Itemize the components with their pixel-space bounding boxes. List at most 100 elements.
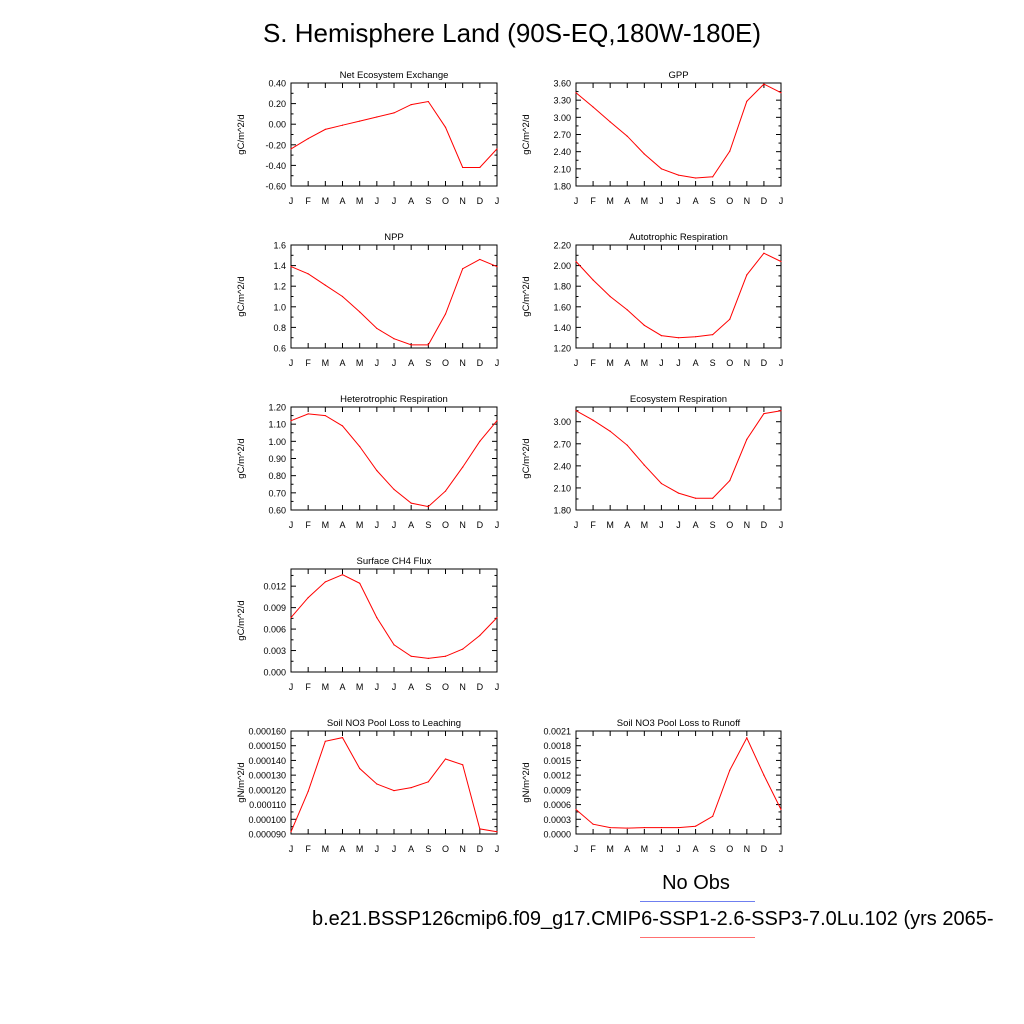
x-tick-label: J [779,520,784,530]
data-point [410,104,412,106]
data-point [444,655,447,657]
data-point [592,279,594,281]
data-point [729,479,731,482]
data-point [626,135,628,137]
x-tick-label: M [606,358,614,368]
data-point [643,464,645,466]
panel-title: GPP [668,70,688,81]
y-tick-label: 0.006 [263,625,286,635]
x-tick-label: N [459,196,466,206]
y-tick-label: 1.0 [273,302,286,312]
y-tick-label: -0.40 [265,161,286,171]
x-tick-label: A [693,196,699,206]
data-point [290,148,292,150]
x-tick-label: J [495,682,500,692]
y-tick-label: 1.00 [268,437,286,447]
data-point [359,767,361,770]
x-tick-label: N [459,358,466,368]
data-point [341,425,344,427]
data-point [462,268,464,270]
y-tick-label: 2.20 [553,241,571,251]
x-tick-label: J [392,844,397,854]
data-point [307,273,309,275]
x-tick-label: A [624,520,630,530]
x-tick-label: A [408,196,414,206]
y-tick-label: 0.0012 [543,771,571,781]
series-line [575,83,782,179]
series-line [290,100,498,168]
data-point [359,120,361,122]
x-tick-label: M [322,844,330,854]
x-tick-label: J [495,520,500,530]
data-point [444,758,447,760]
data-point [626,827,628,829]
x-tick-label: M [322,358,330,368]
y-tick-label: 0.000130 [248,771,286,781]
data-point [763,774,765,776]
data-point [307,597,309,599]
y-axis-label: gC/m^2/d [236,600,247,640]
data-point [694,825,697,827]
y-tick-label: 0.60 [268,506,286,516]
x-tick-label: D [477,196,484,206]
data-point [729,769,731,771]
data-point [677,827,680,829]
series-line [290,737,498,833]
data-point [780,410,782,412]
x-tick-label: J [392,520,397,530]
data-point [496,148,498,150]
legend-obs-label: No Obs [662,872,730,894]
x-tick-label: M [606,196,614,206]
data-point [393,644,395,646]
y-tick-label: 0.00 [268,120,286,130]
x-tick-label: J [289,520,294,530]
data-point [479,166,481,169]
y-tick-label: 0.000100 [248,815,286,825]
x-tick-label: F [305,196,311,206]
data-point [609,430,611,432]
y-tick-label: 1.2 [273,282,286,292]
x-tick-label: A [339,844,345,854]
x-tick-label: A [339,196,345,206]
series-line [575,736,782,829]
data-point [341,737,344,739]
y-tick-label: 1.4 [273,261,286,271]
y-tick-label: 1.20 [268,403,286,413]
x-tick-label: F [305,844,311,854]
series-line [575,410,782,499]
y-tick-label: 0.000140 [248,756,286,766]
x-tick-label: M [356,358,364,368]
x-tick-label: F [590,520,596,530]
data-point [290,420,292,422]
x-tick-label: A [408,844,414,854]
data-point [496,420,498,422]
x-tick-label: J [574,844,579,854]
x-tick-label: J [659,844,664,854]
data-point [626,309,628,311]
data-point [780,260,782,263]
data-point [479,828,481,830]
x-tick-label: J [574,196,579,206]
x-tick-label: M [641,844,649,854]
x-tick-label: A [339,358,345,368]
data-point [376,617,378,619]
x-tick-label: O [726,520,733,530]
x-tick-label: O [726,196,733,206]
x-tick-label: F [305,682,311,692]
x-tick-label: J [495,358,500,368]
y-tick-label: 1.40 [553,323,571,333]
data-point [359,311,361,313]
x-tick-label: A [624,844,630,854]
y-tick-label: 0.000150 [248,741,286,751]
x-tick-label: J [289,682,294,692]
y-tick-label: 0.0009 [543,785,571,795]
data-point [393,338,395,340]
x-tick-label: S [710,844,716,854]
data-point [307,413,309,415]
x-tick-label: O [442,520,449,530]
panel-title: NPP [384,232,404,243]
data-point [307,138,309,140]
x-tick-label: S [425,844,431,854]
data-point [660,827,663,829]
